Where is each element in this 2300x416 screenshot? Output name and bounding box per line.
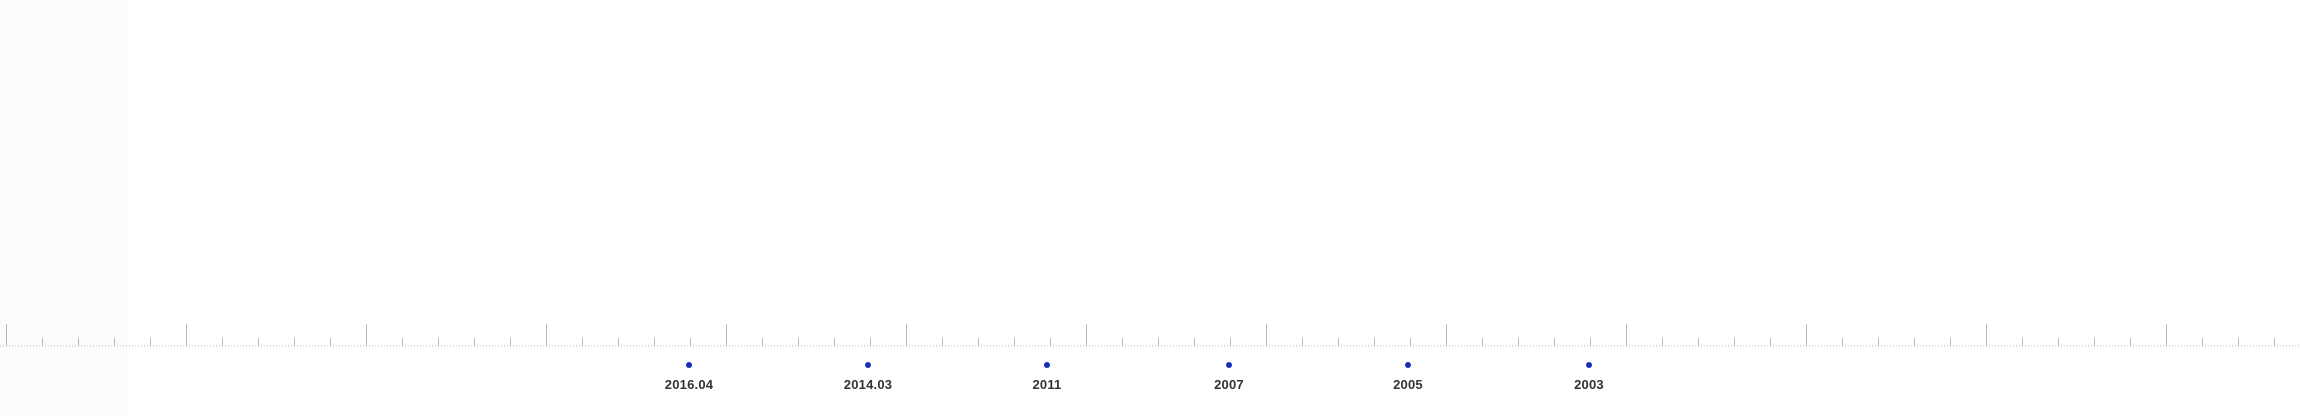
timeline-event[interactable]: 2016.04 <box>649 362 729 392</box>
timeline-ruler[interactable] <box>0 300 2300 350</box>
event-dot[interactable] <box>1586 362 1592 368</box>
left-edge-shade <box>0 0 128 416</box>
ruler-ticks <box>0 324 2300 347</box>
timeline-event[interactable]: 2014.03 <box>828 362 908 392</box>
timeline-event[interactable]: 2011 <box>1007 362 1087 392</box>
event-dot[interactable] <box>865 362 871 368</box>
event-dot[interactable] <box>1044 362 1050 368</box>
timeline-event[interactable]: 2005 <box>1368 362 1448 392</box>
event-label: 2003 <box>1574 377 1604 392</box>
timeline-event[interactable]: 2007 <box>1189 362 1269 392</box>
event-dot[interactable] <box>686 362 692 368</box>
timeline-event[interactable]: 2003 <box>1549 362 1629 392</box>
event-label: 2014.03 <box>843 377 893 392</box>
event-label: 2005 <box>1393 377 1423 392</box>
event-dot[interactable] <box>1405 362 1411 368</box>
event-label: 2016.04 <box>664 377 714 392</box>
event-label: 2011 <box>1032 377 1062 392</box>
event-dot[interactable] <box>1226 362 1232 368</box>
event-label: 2007 <box>1214 377 1244 392</box>
